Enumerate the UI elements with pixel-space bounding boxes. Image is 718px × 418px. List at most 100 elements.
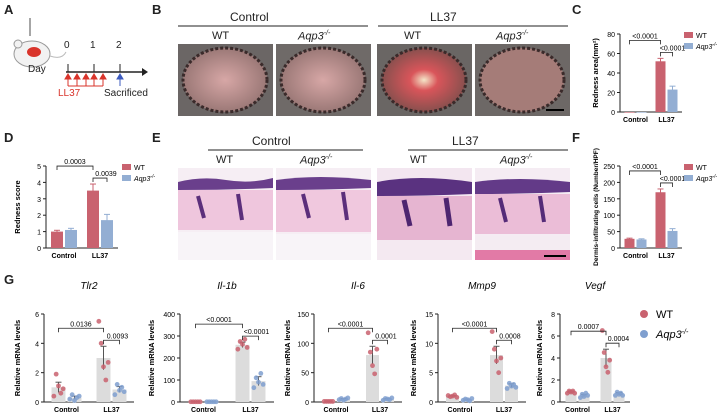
chart-g5-ytick-label: 6: [551, 334, 555, 341]
chart-c-category-label: Control: [623, 117, 648, 124]
chart-f-bar: [667, 230, 678, 248]
chart-c-bar: [667, 89, 678, 112]
chart-g4-pvalue-label: 0.0008: [499, 333, 521, 340]
e-genotype-aqp3-control: Aqp3-/-: [300, 154, 333, 167]
chart-g1-data-point: [103, 377, 109, 383]
panel-letter-e: E: [152, 130, 161, 145]
chart-f-ytick-label: 100: [603, 213, 615, 220]
chart-c-pvalue-bracket: [629, 39, 661, 45]
chart-g5-bar: [613, 393, 625, 402]
b-genotype-wt-ll37: WT: [404, 30, 422, 42]
chart-g5-data-point: [607, 357, 613, 363]
chart-d-ytick-label: 3: [37, 197, 41, 204]
chart-g4-data-point: [489, 329, 495, 334]
chart-g4-pvalue-bracket: [452, 327, 497, 333]
chart-c-bar: [655, 61, 666, 112]
chart-g5-category-label: LL37: [604, 407, 620, 414]
chart-g5-data-point: [603, 364, 609, 370]
chart-g3-ytick-label: 50: [301, 371, 309, 378]
g-legend-aqp3-label: Aqp3-/-: [655, 329, 689, 341]
chart-g4-data-point: [498, 355, 504, 361]
chart-f-ytick-label: 250: [603, 164, 615, 171]
b-skin-photos: [178, 44, 570, 116]
chart-g1-data-point: [96, 318, 102, 324]
chart-g2-ytick-label: 0: [171, 400, 175, 407]
chart-d-bar: [65, 229, 77, 248]
chart-g4-ytick-label: 10: [425, 341, 433, 348]
panel-letter-f: F: [572, 130, 580, 145]
b-genotype-aqp3-control: Aqp3-/-: [298, 30, 331, 43]
histology-wt-control: [178, 168, 273, 260]
chart-f-pvalue-label: <0.0001: [632, 164, 658, 171]
chart-g4-data-point: [494, 358, 499, 364]
chart-g2-data-point: [235, 346, 241, 352]
chart-g3-ylabel: Relative mRNA levels: [283, 320, 292, 396]
chart-g4-data-point: [496, 370, 502, 376]
chart-g4-pvalue-bracket: [496, 339, 512, 345]
chart-g1-data-point: [119, 384, 125, 390]
chart-f-category-label: Control: [623, 253, 648, 260]
timeline-day-label: Day: [28, 64, 46, 75]
chart-g1-data-point: [105, 360, 111, 365]
chart-g1-data-point: [121, 389, 127, 395]
chart-g4-ytick-label: 5: [429, 371, 433, 378]
chart-c-pvalue-bracket: [660, 51, 673, 57]
e-group-ll37: LL37: [452, 134, 479, 148]
chart-g1-ytick-label: 6: [35, 312, 39, 319]
chart-g1-data-point: [98, 340, 104, 346]
chart-g2-pvalue-bracket: [195, 323, 243, 329]
e-group-control: Control: [252, 134, 291, 148]
chart-g5-pvalue-label: 0.0004: [608, 336, 630, 343]
chart-g5-data-point: [572, 390, 578, 396]
g-legend-aqp3-dot: [640, 330, 648, 338]
sacrifice-arrow: [116, 73, 124, 86]
histology-wt-ll37: [377, 168, 472, 260]
chart-d-category-label: LL37: [92, 253, 108, 260]
chart-g4-category-label: LL37: [496, 407, 512, 414]
chart-g5-category-label: Control: [565, 407, 590, 414]
chart-g1-data-point: [112, 392, 118, 398]
chart-c-ylabel: Redness area(mm²): [591, 38, 600, 108]
chart-d-bar: [87, 190, 99, 248]
chart-g5-ytick-label: 8: [551, 312, 555, 319]
panel-letter-b: B: [152, 2, 162, 17]
chart-g1-data-point: [114, 382, 120, 387]
chart-f-ytick-label: 50: [607, 230, 615, 237]
panel-letter-g: G: [4, 272, 15, 287]
chart-g2-ytick-label: 400: [163, 312, 175, 319]
chart-g4-ytick-label: 0: [429, 400, 433, 407]
chart-g3-ytick-label: 0: [305, 400, 309, 407]
chart-d-legend-wt: WT: [134, 165, 146, 172]
chart-g3-data-point: [372, 371, 378, 377]
chart-g4-data-point: [504, 386, 510, 391]
chart-c-category-label: LL37: [658, 117, 674, 124]
chart-c-ytick-label: 60: [607, 52, 615, 59]
chart-g2-title: Il-1b: [217, 281, 237, 292]
chart-d-ytick-label: 5: [37, 164, 41, 171]
chart-c-legend-wt: WT: [696, 33, 708, 40]
e-group-brackets: [208, 149, 568, 151]
g-legend-wt-dot: [640, 310, 648, 318]
b-group-control: Control: [230, 10, 269, 24]
chart-g5-ytick-label: 4: [551, 356, 555, 363]
photo-wt-control: [178, 44, 273, 116]
chart-d-ytick-label: 0: [37, 246, 41, 253]
photo-aqp3-control: [276, 44, 371, 116]
chart-g3-data-point: [374, 346, 380, 352]
chart-d-ylabel: Redness score: [13, 180, 22, 233]
chart-g1-category-label: LL37: [103, 407, 119, 414]
chart-g2-data-point: [251, 385, 257, 391]
chart-d-pvalue-bracket: [56, 165, 94, 171]
chart-g3-data-point: [367, 349, 373, 355]
timeline-tick-1: 1: [90, 40, 96, 51]
chart-d-legend-swatch-wt: [122, 164, 131, 170]
b-genotype-wt-control: WT: [212, 30, 230, 42]
timeline-endpoint-label: Sacrificed: [104, 88, 148, 99]
chart-c-ytick-label: 20: [607, 91, 615, 98]
chart-g1-ylabel: Relative mRNA levels: [13, 320, 22, 396]
chart-c-legend-swatch-wt: [684, 32, 693, 38]
chart-f-pvalue-bracket: [660, 182, 673, 187]
panel-letter-c: C: [572, 2, 582, 17]
chart-g5-data-point: [620, 393, 626, 398]
chart-d-legend-swatch-aqp3: [122, 175, 131, 181]
